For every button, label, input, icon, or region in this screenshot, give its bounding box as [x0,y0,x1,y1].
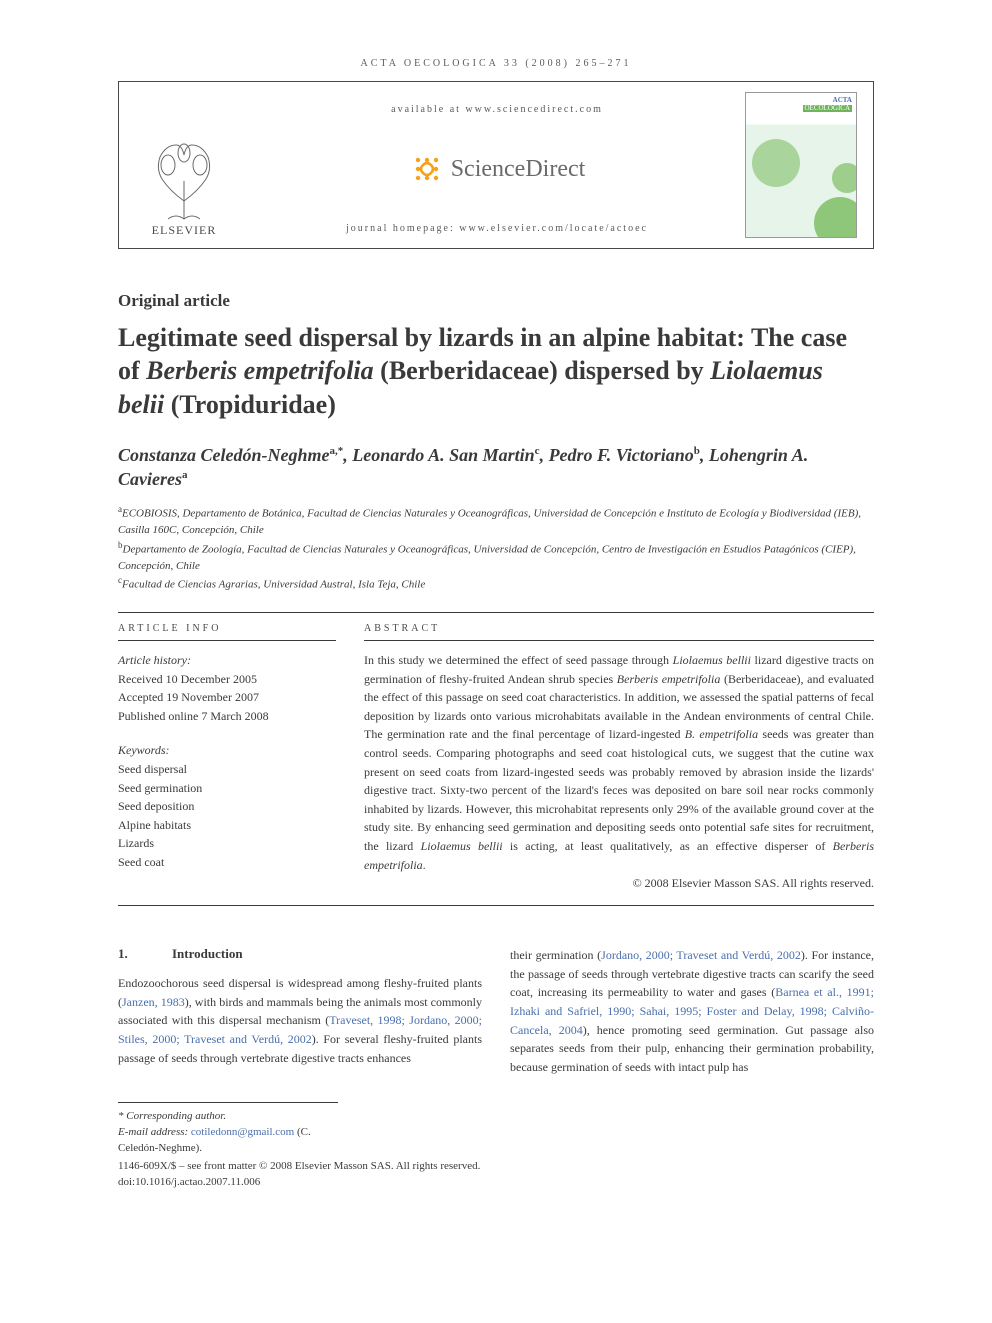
email-label: E-mail address: [118,1126,188,1138]
corresponding-note: * Corresponding author. [118,1109,338,1125]
section-heading: 1.Introduction [118,946,482,962]
divider [118,905,874,906]
journal-homepage: journal homepage: www.elsevier.com/locat… [346,223,648,234]
section-number: 1. [118,946,172,962]
elsevier-name: ELSEVIER [152,223,217,238]
article-title: Legitimate seed dispersal by lizards in … [118,321,874,421]
affiliation-a: aECOBIOSIS, Departamento de Botánica, Fa… [118,503,874,539]
abstract-heading: ABSTRACT [364,613,874,641]
cover-decoration [832,163,857,193]
corresponding-author-footnote: * Corresponding author. E-mail address: … [118,1102,338,1157]
article-type: Original article [118,291,874,311]
email-link[interactable]: cotiledonn@gmail.com [191,1126,294,1138]
publisher-logo-area: ELSEVIER [119,82,249,248]
journal-cover-thumbnail: ACTA OECOLOGICA [745,92,857,238]
published-date: Published online 7 March 2008 [118,707,336,726]
affiliation-c: cFacultad de Ciencias Agrarias, Universi… [118,574,874,594]
journal-header: ELSEVIER available at www.sciencedirect.… [118,81,874,249]
article-info-heading: ARTICLE INFO [118,613,336,641]
copyright-footer: 1146-609X/$ – see front matter © 2008 El… [118,1159,874,1191]
cover-title-2: OECOLOGICA [803,105,853,113]
cover-decoration [814,197,857,238]
accepted-date: Accepted 19 November 2007 [118,688,336,707]
abstract-copyright: © 2008 Elsevier Masson SAS. All rights r… [364,876,874,891]
sciencedirect-icon [409,151,445,187]
keyword: Seed deposition [118,797,336,816]
section-title: Introduction [172,946,243,961]
sciencedirect-text: ScienceDirect [451,156,586,183]
authors: Constanza Celedón-Neghmea,*, Leonardo A.… [118,443,874,492]
keyword: Seed dispersal [118,760,336,779]
history-label: Article history: [118,651,336,670]
elsevier-tree-icon [146,131,222,221]
received-date: Received 10 December 2005 [118,670,336,689]
sciencedirect-logo: ScienceDirect [409,151,586,187]
running-head: ACTA OECOLOGICA 33 (2008) 265–271 [118,58,874,69]
cover-decoration [752,139,800,187]
keyword: Seed coat [118,853,336,872]
elsevier-logo: ELSEVIER [146,131,222,238]
body-paragraph-left: Endozoochorous seed dispersal is widespr… [118,974,482,1067]
abstract-text: In this study we determined the effect o… [364,651,874,874]
keyword: Seed germination [118,779,336,798]
keyword: Alpine habitats [118,816,336,835]
affiliations: aECOBIOSIS, Departamento de Botánica, Fa… [118,503,874,594]
cover-masthead: ACTA OECOLOGICA [803,97,853,112]
keywords-block: Keywords: Seed dispersalSeed germination… [118,741,336,871]
keywords-label: Keywords: [118,741,336,760]
keyword: Lizards [118,834,336,853]
doi-line: doi:10.1016/j.actao.2007.11.006 [118,1175,874,1191]
front-matter-line: 1146-609X/$ – see front matter © 2008 El… [118,1159,874,1175]
affiliation-b: bDepartamento de Zoología, Facultad de C… [118,539,874,575]
available-at: available at www.sciencedirect.com [391,104,603,115]
article-history: Article history: Received 10 December 20… [118,651,336,725]
corresponding-email-line: E-mail address: cotiledonn@gmail.com (C.… [118,1125,338,1157]
body-paragraph-right: their germination (Jordano, 2000; Traves… [510,946,874,1076]
